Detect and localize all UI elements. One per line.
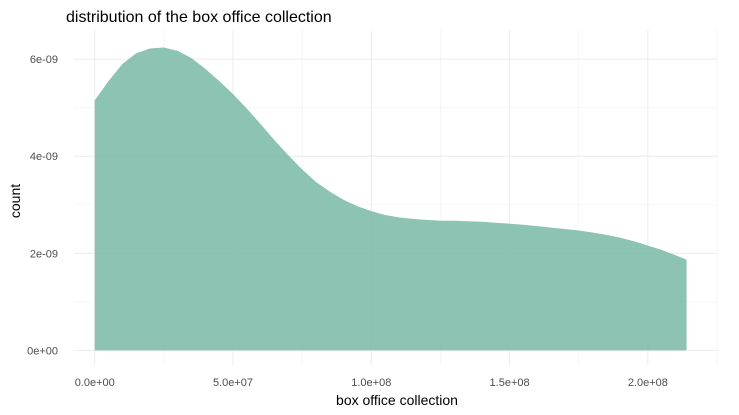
chart-title: distribution of the box office collectio… [66,9,332,26]
x-axis-title: box office collection [336,392,458,408]
y-tick-label: 6e-09 [30,54,58,66]
x-tick-label: 0.0e+00 [75,377,115,389]
y-axis-title: count [7,184,23,218]
y-axis-ticks: 0e+00 2e-09 4e-09 6e-09 [27,54,58,357]
y-tick-label: 4e-09 [30,151,58,163]
x-tick-label: 1.5e+08 [490,377,530,389]
x-axis-ticks: 0.0e+00 5.0e+07 1.0e+08 1.5e+08 2.0e+08 [75,377,668,389]
x-tick-label: 2.0e+08 [628,377,668,389]
x-tick-label: 1.0e+08 [351,377,391,389]
density-area-layer [94,47,687,351]
x-tick-label: 5.0e+07 [213,377,253,389]
y-tick-label: 0e+00 [27,345,58,357]
density-area [94,47,687,351]
y-tick-label: 2e-09 [30,248,58,260]
